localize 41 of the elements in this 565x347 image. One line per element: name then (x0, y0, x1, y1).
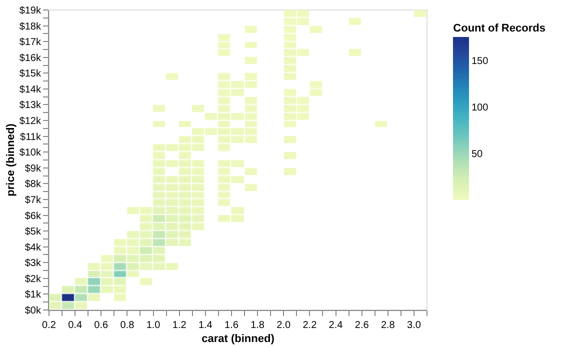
x-tick-label: 2.6 (354, 320, 370, 331)
color-bar-title: Count of Records (453, 22, 546, 34)
x-tick-label: 1.6 (224, 320, 239, 331)
y-tick-label: $2k (24, 274, 42, 285)
x-tick-label: 1.8 (250, 320, 265, 331)
color-bar-label: 100 (472, 102, 489, 114)
x-tick-label: 0.4 (68, 320, 82, 331)
x-tick-label: 2.2 (302, 320, 318, 331)
x-tick-label: 1.0 (146, 320, 161, 331)
y-tick-label: $7k (24, 194, 42, 206)
y-tick-label: $11k (20, 132, 42, 143)
y-tick-label: $4k (24, 242, 42, 254)
y-tick-label: $3k (24, 258, 42, 270)
x-tick-label: 0.2 (42, 320, 56, 331)
y-tick-label: $19k (19, 6, 42, 16)
x-tick-label: 1.2 (172, 320, 187, 331)
x-tick-label: 3.0 (407, 320, 422, 331)
color-bar-label: 50 (472, 148, 484, 160)
y-tick-label: $0k (24, 306, 42, 316)
x-tick-label: 2.0 (276, 320, 292, 331)
y-axis-title: price (binned) (4, 123, 17, 196)
y-tick-label: $14k (19, 84, 42, 96)
y-tick-label: $16k (19, 52, 42, 64)
y-tick-label: $17k (19, 37, 42, 48)
y-tick-label: $15k (19, 68, 42, 80)
x-tick-label: 1.4 (198, 320, 213, 331)
x-tick-label: 2.4 (328, 320, 344, 331)
y-tick-label: $18k (19, 21, 42, 32)
x-tick-label: 0.6 (94, 320, 109, 331)
x-tick-label: 0.8 (120, 320, 135, 331)
y-tick-label: $9k (24, 163, 42, 174)
y-tick-label: $8k (24, 179, 42, 190)
x-tick-label: 2.8 (380, 320, 396, 331)
y-tick-label: $1k (24, 290, 42, 301)
color-bar-label: 150 (472, 56, 489, 67)
y-tick-label: $13k (19, 100, 42, 112)
y-tick-label: $12k (19, 116, 42, 128)
y-tick-label: $5k (24, 226, 42, 238)
y-tick-label: $10k (19, 148, 42, 159)
x-axis-title: carat (binned) (202, 333, 275, 346)
y-tick-label: $6k (24, 210, 42, 222)
